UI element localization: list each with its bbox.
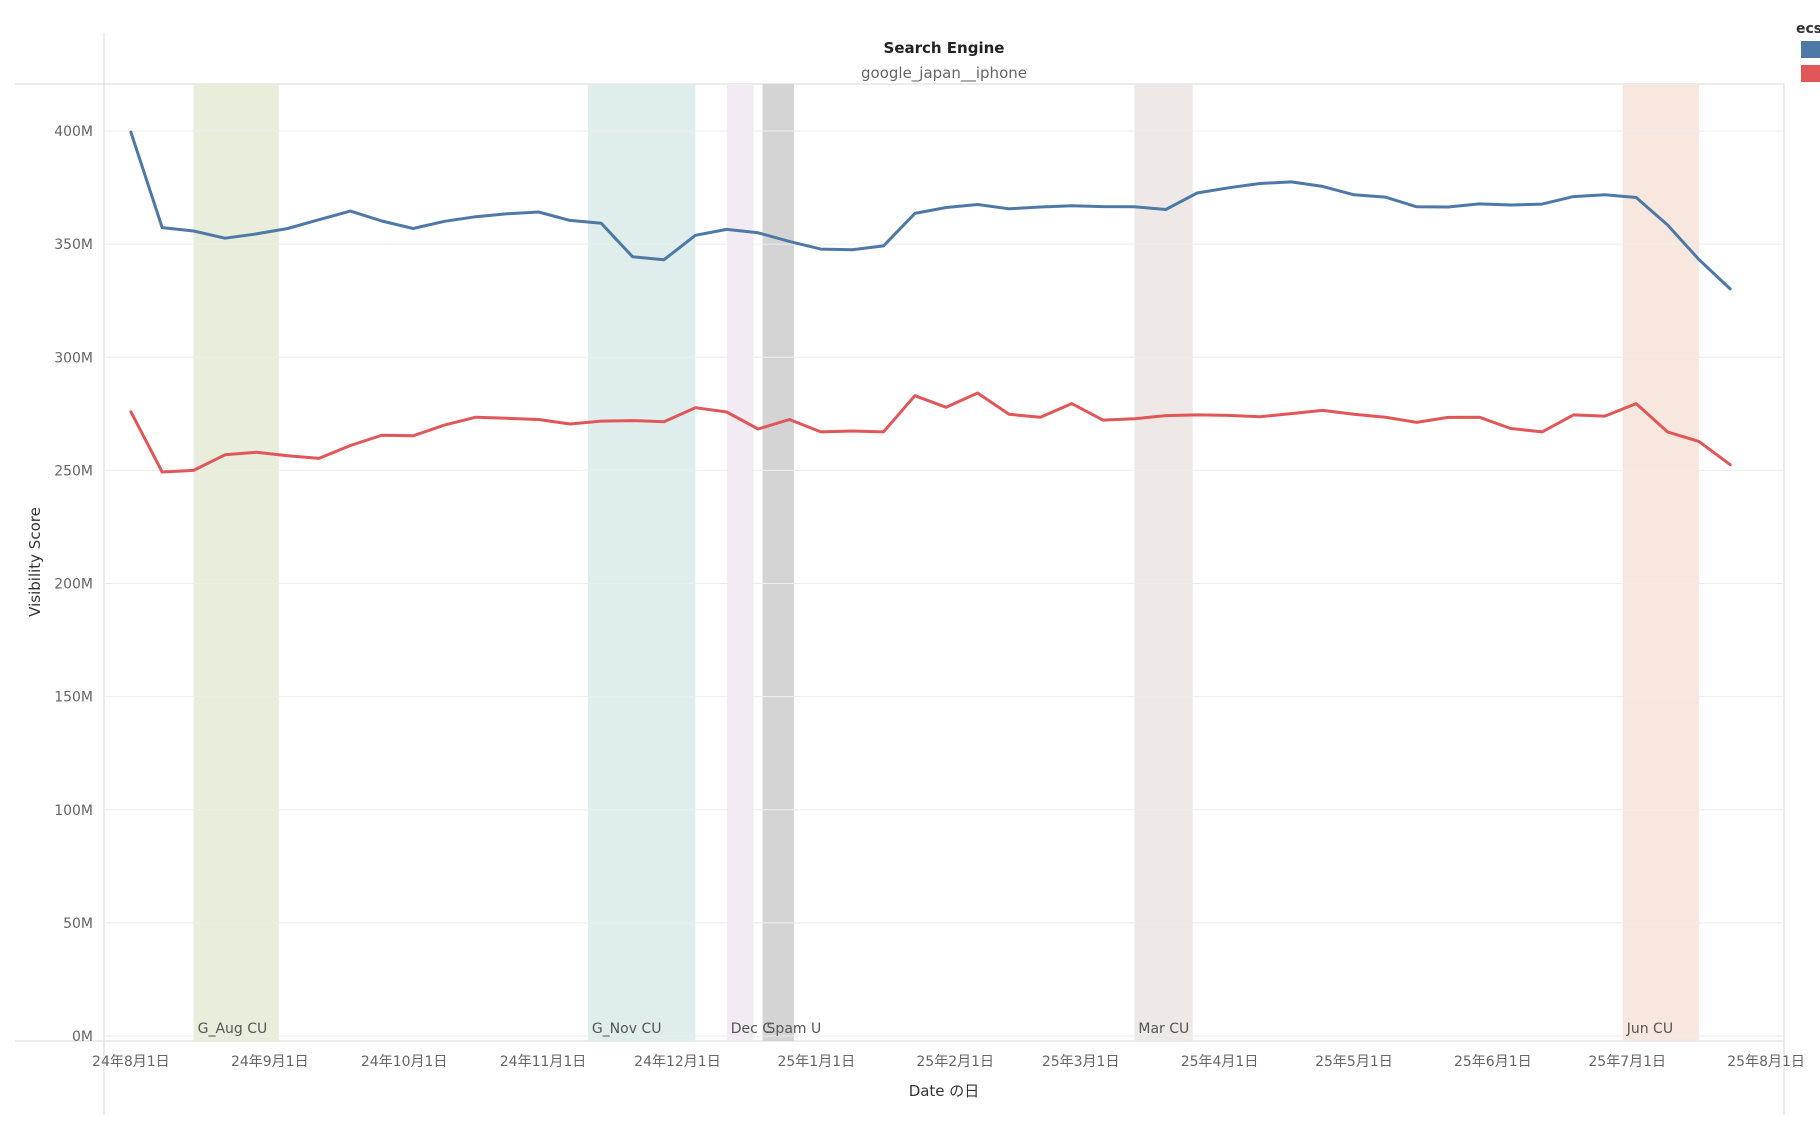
x-tick-label-1: 24年9月1日 xyxy=(231,1054,309,1070)
x-tick-label-8: 25年4月1日 xyxy=(1181,1054,1259,1070)
y-tick-label-0: 0M xyxy=(72,1029,93,1045)
band-label-3: Spam U xyxy=(767,1021,822,1037)
x-axis-ticks: 24年8月1日 24年9月1日 24年10月1日 24年11月1日 24年12月1日 25… xyxy=(92,1054,1805,1070)
legend-swatch-1 xyxy=(1801,65,1820,82)
series-line-0 xyxy=(129,130,1732,291)
series-line-1 xyxy=(129,391,1732,474)
x-tick-label-11: 25年7月1日 xyxy=(1588,1054,1666,1070)
y-tick-label-4: 200M xyxy=(54,577,93,593)
band-1 xyxy=(587,84,696,1041)
x-tick-label-6: 25年2月1日 xyxy=(916,1054,994,1070)
band-label-0: G_Aug CU xyxy=(198,1021,268,1037)
pane-borders xyxy=(15,33,1785,1115)
series-lines xyxy=(129,130,1732,474)
x-tick-label-7: 25年3月1日 xyxy=(1042,1054,1120,1070)
y-tick-label-8: 400M xyxy=(54,124,93,140)
band-4 xyxy=(1134,84,1193,1041)
band-label-5: Jun CU xyxy=(1626,1021,1673,1037)
band-label-2: Dec C xyxy=(731,1021,773,1037)
x-tick-label-4: 24年12月1日 xyxy=(634,1054,721,1070)
x-tick-label-12: 25年8月1日 xyxy=(1727,1054,1805,1070)
y-tick-label-2: 100M xyxy=(54,803,93,819)
header-value: google_japan__iphone xyxy=(861,64,1027,83)
x-tick-label-5: 25年1月1日 xyxy=(777,1054,855,1070)
y-tick-label-7: 350M xyxy=(54,237,93,253)
y-tick-label-1: 50M xyxy=(63,916,93,932)
legend-swatch-0 xyxy=(1801,41,1820,58)
band-0 xyxy=(193,84,279,1041)
band-3 xyxy=(762,84,794,1041)
x-tick-label-3: 24年11月1日 xyxy=(500,1054,587,1070)
y-tick-label-3: 150M xyxy=(54,690,93,706)
band-label-4: Mar CU xyxy=(1138,1021,1189,1037)
band-label-1: G_Nov CU xyxy=(592,1021,662,1037)
x-tick-label-9: 25年5月1日 xyxy=(1315,1054,1393,1070)
legend: ecs xyxy=(1796,21,1820,82)
x-tick-label-0: 24年8月1日 xyxy=(92,1054,170,1070)
legend-title: ecs xyxy=(1796,21,1820,37)
x-tick-label-2: 24年10月1日 xyxy=(361,1054,448,1070)
y-axis-title: Visibility Score xyxy=(26,507,44,617)
y-axis-ticks: 0M 50M 100M 150M 200M 250M 300M 350M 400M xyxy=(54,124,93,1045)
x-tick-label-10: 25年6月1日 xyxy=(1454,1054,1532,1070)
band-5 xyxy=(1622,84,1699,1041)
y-tick-label-6: 300M xyxy=(54,350,93,366)
gridlines xyxy=(104,130,1784,1037)
annotation-bands xyxy=(193,84,1699,1041)
band-2 xyxy=(726,84,754,1041)
y-tick-label-5: 250M xyxy=(54,463,93,479)
header-title: Search Engine xyxy=(884,39,1005,57)
x-axis-title: Date の日 xyxy=(909,1082,980,1100)
